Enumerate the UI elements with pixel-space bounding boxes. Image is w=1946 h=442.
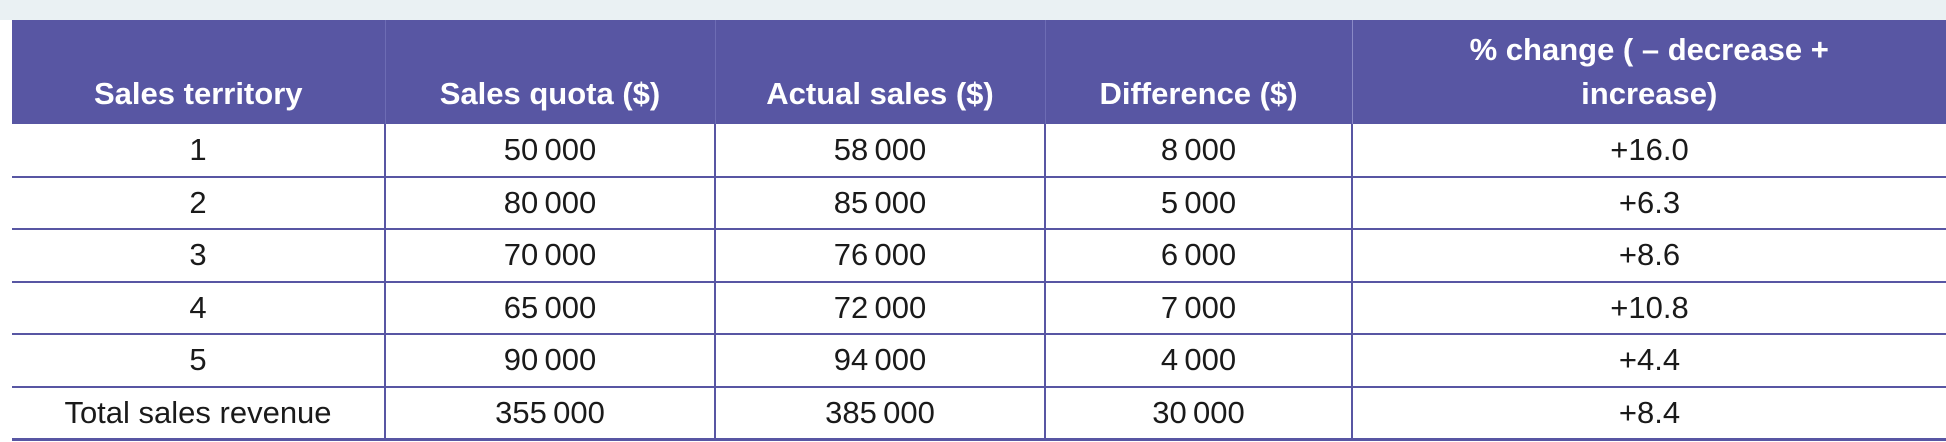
table-row: 2 80 000 85 000 5 000 +6.3 [12,176,1946,230]
cell-difference: 5 000 [1045,176,1353,230]
cell-territory: 4 [12,281,386,335]
cell-percent-change: +4.4 [1352,334,1946,388]
cell-difference: 8 000 [1045,124,1353,178]
cell-percent-change: +16.0 [1352,124,1946,178]
cell-actual: 58 000 [715,124,1046,178]
cell-difference: 6 000 [1045,229,1353,283]
cell-total-actual: 385 000 [715,386,1046,441]
cell-quota: 50 000 [385,124,716,178]
table-header: Sales territory Sales quota ($) Actual s… [12,20,1946,124]
sales-table: Sales territory Sales quota ($) Actual s… [12,20,1946,441]
cell-actual: 94 000 [715,334,1046,388]
table-body: 1 50 000 58 000 8 000 +16.0 2 80 000 85 … [12,124,1946,441]
cell-percent-change: +10.8 [1352,281,1946,335]
header-percent-change: % change ( – decrease + increase) [1352,20,1946,124]
cell-difference: 7 000 [1045,281,1353,335]
cell-total-label: Total sales revenue [12,386,386,441]
table-row: 4 65 000 72 000 7 000 +10.8 [12,281,1946,335]
cell-quota: 90 000 [385,334,716,388]
cell-actual: 72 000 [715,281,1046,335]
cell-quota: 65 000 [385,281,716,335]
cell-territory: 5 [12,334,386,388]
cell-percent-change: +6.3 [1352,176,1946,230]
cell-difference: 4 000 [1045,334,1353,388]
cell-total-difference: 30 000 [1045,386,1353,441]
cell-actual: 76 000 [715,229,1046,283]
cell-territory: 2 [12,176,386,230]
cell-percent-change: +8.6 [1352,229,1946,283]
cell-territory: 3 [12,229,386,283]
header-sales-territory: Sales territory [12,20,386,124]
table-row: 5 90 000 94 000 4 000 +4.4 [12,334,1946,388]
table-row: 3 70 000 76 000 6 000 +8.6 [12,229,1946,283]
cell-total-quota: 355 000 [385,386,716,441]
table-row: 1 50 000 58 000 8 000 +16.0 [12,124,1946,178]
cell-quota: 70 000 [385,229,716,283]
header-actual-sales: Actual sales ($) [715,20,1046,124]
header-row: Sales territory Sales quota ($) Actual s… [12,20,1946,124]
header-difference: Difference ($) [1045,20,1353,124]
cell-total-percent-change: +8.4 [1352,386,1946,441]
total-row: Total sales revenue 355 000 385 000 30 0… [12,386,1946,441]
cell-actual: 85 000 [715,176,1046,230]
header-sales-quota: Sales quota ($) [385,20,716,124]
cell-quota: 80 000 [385,176,716,230]
cell-territory: 1 [12,124,386,178]
top-band [0,0,1946,20]
